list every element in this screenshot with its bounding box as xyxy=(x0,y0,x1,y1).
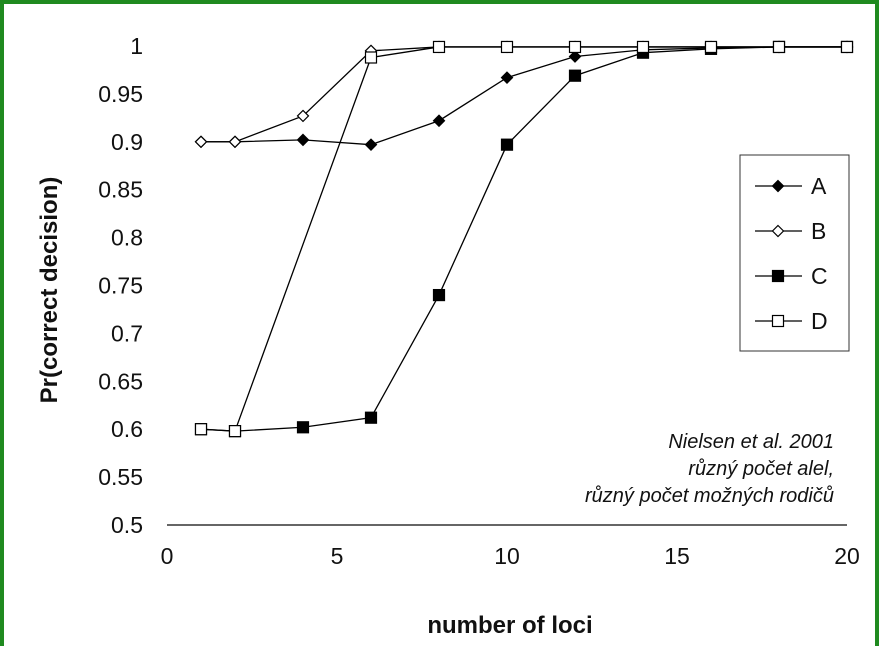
data-point xyxy=(704,40,718,54)
data-point xyxy=(771,314,785,328)
y-tick-label: 0.85 xyxy=(98,177,143,203)
x-tick-label: 10 xyxy=(494,543,520,569)
data-point xyxy=(194,135,208,149)
data-point xyxy=(194,423,208,436)
data-point xyxy=(296,421,310,434)
data-point xyxy=(772,40,786,54)
y-tick-label: 0.7 xyxy=(111,320,143,346)
legend-label: B xyxy=(811,218,826,244)
series-layer xyxy=(194,40,854,438)
data-point xyxy=(364,51,378,64)
legend-box xyxy=(739,154,850,352)
data-point xyxy=(771,224,785,238)
y-tick-label: 1 xyxy=(130,33,143,59)
legend-label: C xyxy=(811,263,828,289)
series-line xyxy=(201,46,847,146)
x-tick-label: 20 xyxy=(834,543,860,569)
series-D xyxy=(194,40,854,438)
legend-item-C: C xyxy=(755,263,828,289)
data-point xyxy=(432,40,446,54)
annotation-line: různý počet možných rodičů xyxy=(585,485,834,507)
legend-item-A: A xyxy=(755,173,827,199)
y-tick-label: 0.95 xyxy=(98,81,143,107)
annotation: Nielsen et al. 2001 různý počet alel, různ… xyxy=(585,431,834,507)
data-point xyxy=(500,138,514,151)
legend-item-D: D xyxy=(755,308,828,334)
x-tick-label: 0 xyxy=(161,543,174,569)
annotation-line: různý počet alel, xyxy=(688,458,834,480)
data-point xyxy=(364,138,378,152)
y-tick-label: 0.5 xyxy=(111,512,143,538)
legend-label: D xyxy=(811,308,828,334)
data-point xyxy=(568,40,582,54)
x-tick-label: 5 xyxy=(331,543,344,569)
data-point xyxy=(228,425,242,438)
y-tick-label: 0.9 xyxy=(111,129,143,155)
annotation-line: Nielsen et al. 2001 xyxy=(668,431,834,453)
data-point xyxy=(636,40,650,54)
data-point xyxy=(840,40,854,54)
data-point xyxy=(296,109,310,123)
data-point xyxy=(771,269,785,283)
y-tick-label: 0.8 xyxy=(111,225,143,251)
data-point xyxy=(771,179,785,193)
x-tick-label: 15 xyxy=(664,543,690,569)
series-A xyxy=(194,40,854,152)
data-point xyxy=(228,135,242,149)
y-tick-label: 0.6 xyxy=(111,416,143,442)
series-B xyxy=(194,40,854,149)
data-point xyxy=(568,50,582,63)
data-point xyxy=(364,411,378,424)
y-tick-label: 0.65 xyxy=(98,368,143,394)
y-tick-label: 0.75 xyxy=(98,273,143,299)
y-tick-label: 0.55 xyxy=(98,464,143,490)
data-point xyxy=(568,69,582,82)
data-point xyxy=(432,114,446,128)
data-point xyxy=(500,71,514,84)
x-axis-title: number of loci xyxy=(427,612,592,639)
data-point xyxy=(296,133,310,147)
legend-item-B: B xyxy=(755,218,826,244)
series-line xyxy=(200,46,847,432)
y-axis-title: Pr(correct decision) xyxy=(36,177,63,404)
data-point xyxy=(432,288,446,302)
data-point xyxy=(500,40,514,54)
legend-label: A xyxy=(811,173,827,199)
